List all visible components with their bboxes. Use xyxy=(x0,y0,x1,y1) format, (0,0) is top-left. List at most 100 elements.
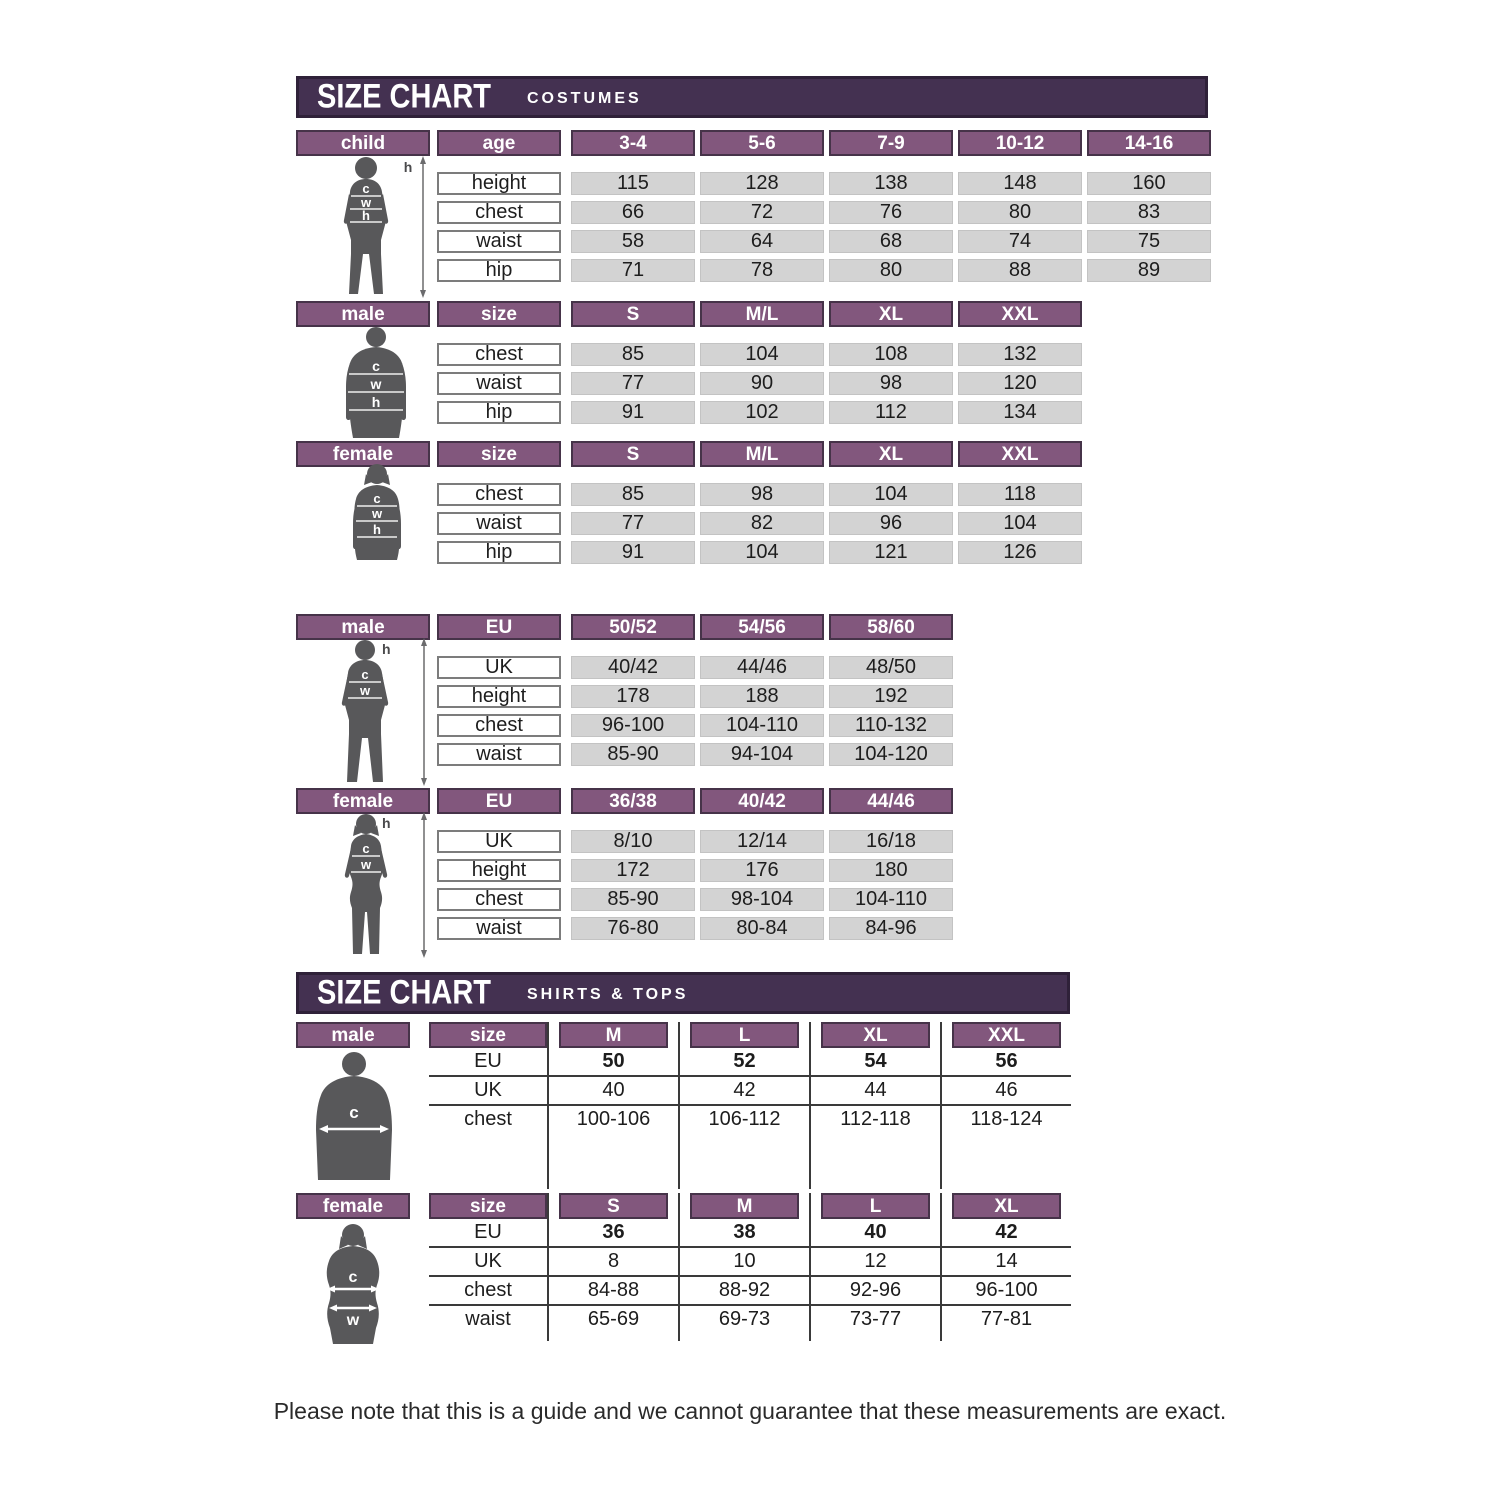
value-cell: 10 xyxy=(678,1248,809,1275)
table-row: chest 100-106 106-112 112-118 118-124 xyxy=(429,1106,1071,1133)
section-label-female-eu: female xyxy=(296,788,430,814)
value-cell: 36 xyxy=(547,1219,678,1246)
column-header: XXL xyxy=(952,1022,1061,1048)
column-header: L xyxy=(821,1193,930,1219)
column-header: 40/42 xyxy=(700,788,824,814)
child-figure-icon: c w h h xyxy=(320,156,432,303)
value-cell: 42 xyxy=(678,1077,809,1104)
table-spacer xyxy=(429,1333,1071,1341)
value-cell: 85-90 xyxy=(571,888,695,911)
value-cell: 172 xyxy=(571,859,695,882)
value-cell: 52 xyxy=(678,1048,809,1075)
section-label-male-shirts: male xyxy=(296,1022,410,1048)
costumes-subtitle: COSTUMES xyxy=(527,89,642,107)
table-row: height 115 128 138 148 160 xyxy=(437,172,1211,195)
value-cell: 108 xyxy=(829,343,953,366)
column-header: M xyxy=(690,1193,799,1219)
value-cell: 77-81 xyxy=(940,1306,1071,1333)
column-header: 50/52 xyxy=(571,614,695,640)
row-label: hip xyxy=(437,401,561,424)
value-cell: 104 xyxy=(700,343,824,366)
column-header: 5-6 xyxy=(700,130,824,156)
value-cell: 83 xyxy=(1087,201,1211,224)
value-cell: 88-92 xyxy=(678,1277,809,1304)
female-eu-table: EU 36/38 40/42 44/46 UK 8/10 12/14 16/18… xyxy=(437,788,953,946)
value-cell: 115 xyxy=(571,172,695,195)
table-row: UK 8 10 12 14 xyxy=(429,1248,1071,1277)
figure-chest-marker: c xyxy=(349,1103,358,1122)
shirts-subtitle: SHIRTS & TOPS xyxy=(527,985,689,1003)
value-cell: 12/14 xyxy=(700,830,824,853)
table-row: hip 91 102 112 134 xyxy=(437,401,1082,424)
table-row: height 178 188 192 xyxy=(437,685,953,708)
value-cell: 118 xyxy=(958,483,1082,506)
value-cell: 176 xyxy=(700,859,824,882)
value-cell: 188 xyxy=(700,685,824,708)
value-cell: 112 xyxy=(829,401,953,424)
figure-waist-marker: w xyxy=(370,376,382,392)
value-cell: 178 xyxy=(571,685,695,708)
female-shirts-table: size S M L XL EU 36 38 40 42 UK 8 10 12 … xyxy=(429,1193,1071,1341)
column-header: XXL xyxy=(958,301,1082,327)
row-label: chest xyxy=(437,201,561,224)
value-cell: 98 xyxy=(700,483,824,506)
figure-chest-marker: c xyxy=(349,1269,358,1286)
costumes-banner: SIZE CHART COSTUMES xyxy=(296,76,1208,118)
value-cell: 65-69 xyxy=(547,1306,678,1333)
table-spacer xyxy=(429,1133,1071,1189)
row-label: chest xyxy=(437,343,561,366)
value-cell: 106-112 xyxy=(678,1106,809,1133)
value-cell: 80 xyxy=(958,201,1082,224)
row-label: hip xyxy=(437,541,561,564)
value-cell: 104 xyxy=(829,483,953,506)
value-cell: 90 xyxy=(700,372,824,395)
section-label-male: male xyxy=(296,301,430,327)
figure-height-marker: h xyxy=(382,815,391,831)
value-cell: 126 xyxy=(958,541,1082,564)
row-label: height xyxy=(437,172,561,195)
figure-height-marker: h xyxy=(382,641,391,657)
row-label: waist xyxy=(465,1308,511,1330)
row-label: chest xyxy=(464,1108,512,1130)
value-cell: 100-106 xyxy=(547,1106,678,1133)
value-cell: 58 xyxy=(571,230,695,253)
value-cell: 96-100 xyxy=(571,714,695,737)
column-header: S xyxy=(559,1193,668,1219)
figure-waist-marker: w xyxy=(360,195,372,210)
figure-chest-marker: c xyxy=(372,358,380,374)
row-label: EU xyxy=(474,1050,502,1072)
row-label: waist xyxy=(437,230,561,253)
value-cell: 104 xyxy=(958,512,1082,535)
row-label: height xyxy=(437,859,561,882)
row-label: waist xyxy=(437,512,561,535)
column-header: XXL xyxy=(958,441,1082,467)
value-cell: 78 xyxy=(700,259,824,282)
child-costumes-table: age 3-4 5-6 7-9 10-12 14-16 height 115 1… xyxy=(437,130,1211,288)
value-cell: 91 xyxy=(571,401,695,424)
column-header: 14-16 xyxy=(1087,130,1211,156)
value-cell: 89 xyxy=(1087,259,1211,282)
table-row: waist 77 82 96 104 xyxy=(437,512,1082,535)
value-cell: 64 xyxy=(700,230,824,253)
male-torso-figure-icon: c w h xyxy=(320,326,432,443)
female-torso-figure-icon: c w h xyxy=(324,464,430,565)
table-row: height 172 176 180 xyxy=(437,859,953,882)
column-header: 36/38 xyxy=(571,788,695,814)
value-cell: 40 xyxy=(809,1219,940,1246)
disclaimer-note: Please note that this is a guide and we … xyxy=(273,1398,1227,1424)
figure-waist-marker: w xyxy=(371,506,383,521)
value-cell: 110-132 xyxy=(829,714,953,737)
column-header: size xyxy=(437,301,561,327)
column-header: 3-4 xyxy=(571,130,695,156)
table-row: hip 91 104 121 126 xyxy=(437,541,1082,564)
figure-hip-marker: h xyxy=(362,208,370,223)
column-header: size xyxy=(437,441,561,467)
shirts-banner: SIZE CHART SHIRTS & TOPS xyxy=(296,972,1070,1014)
value-cell: 180 xyxy=(829,859,953,882)
figure-chest-marker: c xyxy=(373,491,380,506)
value-cell: 82 xyxy=(700,512,824,535)
table-row: chest 84-88 88-92 92-96 96-100 xyxy=(429,1277,1071,1306)
table-row: UK 40/42 44/46 48/50 xyxy=(437,656,953,679)
value-cell: 84-96 xyxy=(829,917,953,940)
